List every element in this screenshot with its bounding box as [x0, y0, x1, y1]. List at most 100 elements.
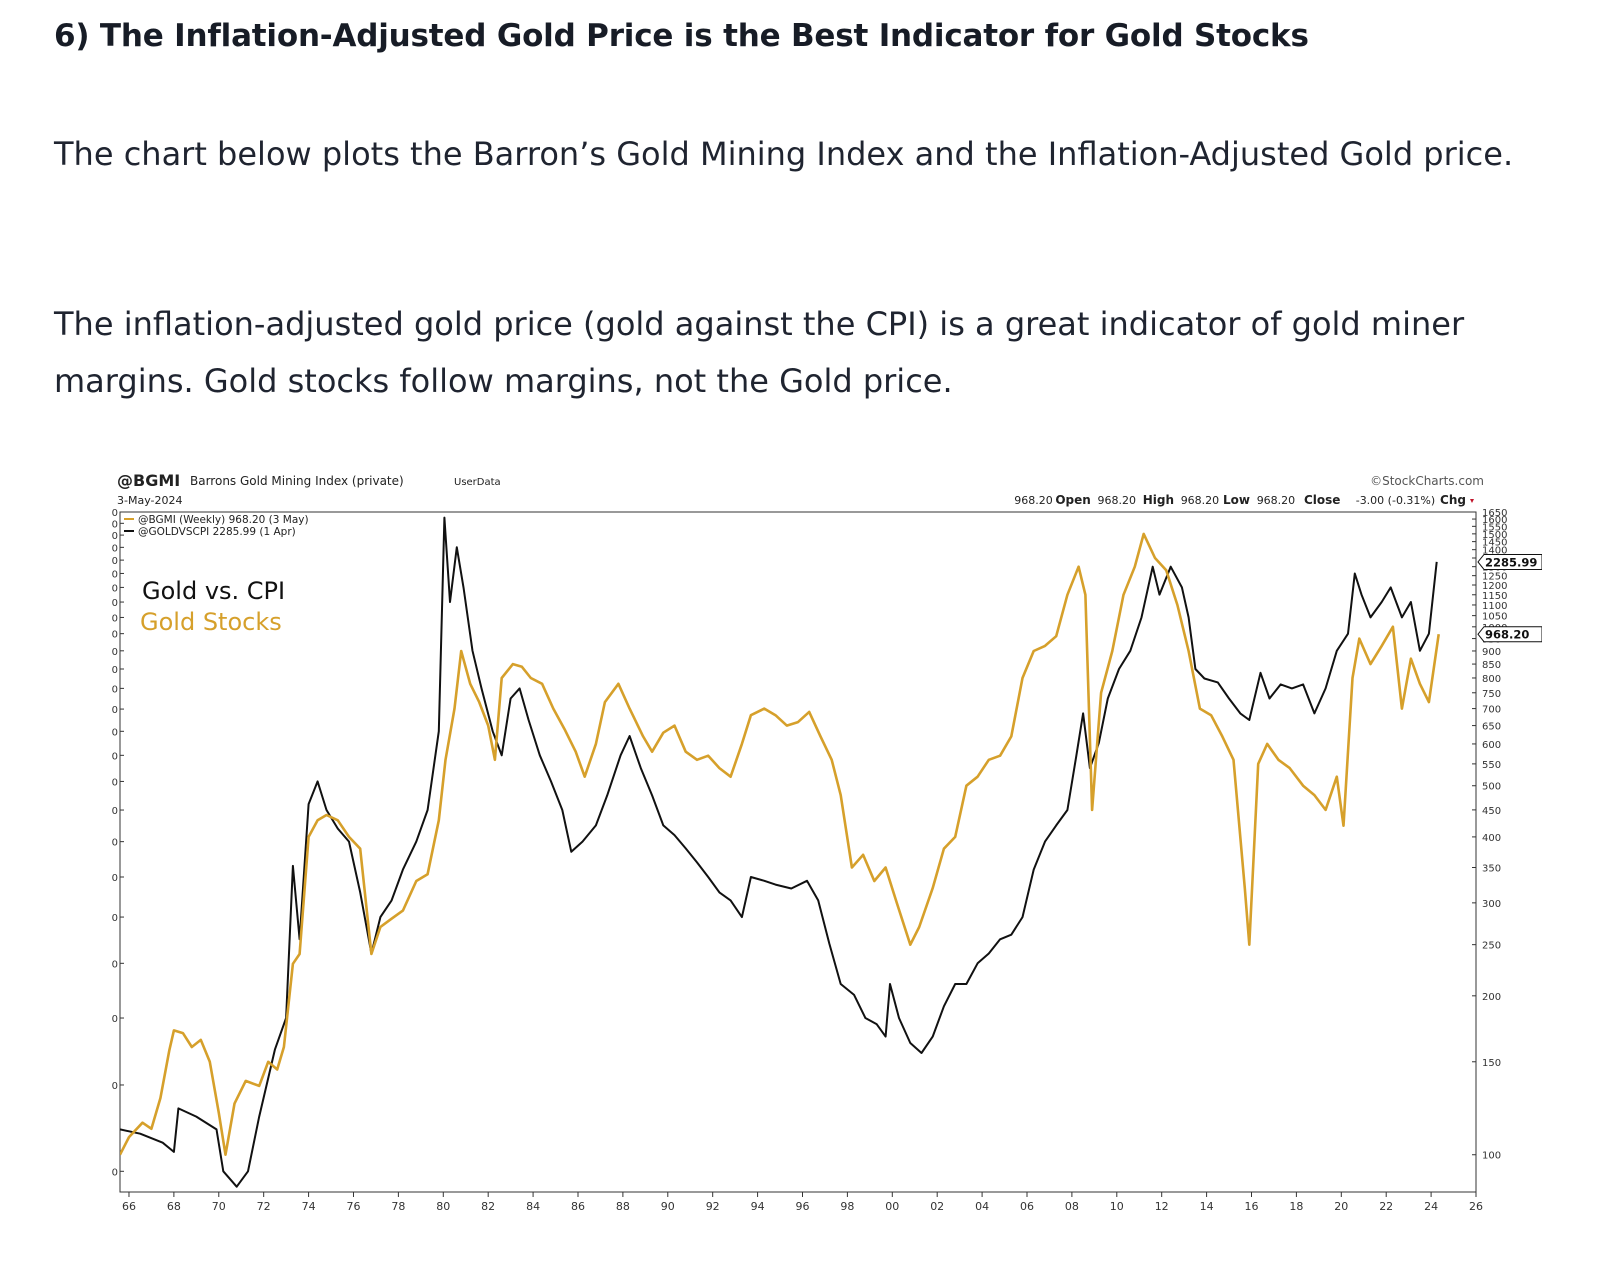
x-tick-label: 12: [1155, 1200, 1169, 1213]
right-tick-label: 850: [1482, 660, 1501, 671]
right-value-tag-goldvscpi-text: 2285.99: [1485, 555, 1537, 569]
x-tick-label: 96: [795, 1200, 809, 1213]
x-tick-label: 08: [1065, 1200, 1079, 1213]
left-tick-label: 700: [112, 913, 118, 924]
x-tick-label: 10: [1110, 1200, 1124, 1213]
legend-entry-0: @BGMI (Weekly) 968.20 (3 May): [138, 514, 309, 526]
annotation-gold-stocks: Gold Stocks: [140, 608, 282, 636]
quote-label-3: Close: [1304, 493, 1340, 507]
left-tick-label: 800: [112, 873, 118, 884]
x-tick-label: 82: [481, 1200, 495, 1213]
quote-label-1: High: [1143, 493, 1174, 507]
right-tick-label: 100: [1482, 1151, 1501, 1162]
series-line-goldvscpi: [120, 516, 1438, 1188]
x-tick-label: 04: [975, 1200, 989, 1213]
right-tick-label: 1500: [1482, 530, 1507, 541]
x-tick-label: 68: [167, 1200, 181, 1213]
x-tick-label: 98: [840, 1200, 854, 1213]
right-tick-label: 1250: [1482, 572, 1507, 583]
left-tick-label: 1900: [112, 613, 118, 624]
left-tick-label: 1200: [112, 751, 118, 762]
quote-value-4: -3.00 (-0.31%): [1356, 494, 1435, 507]
right-tick-label: 900: [1482, 647, 1501, 658]
right-value-tag-bgmi-box: [1477, 626, 1542, 643]
chart-image: @BGMI Barrons Gold Mining Index (private…: [112, 466, 1542, 1226]
right-tick-label: 1450: [1482, 538, 1507, 549]
right-tick-label: 1600: [1482, 515, 1507, 526]
x-tick-label: 22: [1379, 1200, 1393, 1213]
annotation-gold-vs-cpi: Gold vs. CPI: [142, 577, 285, 605]
left-tick-label: 1400: [112, 705, 118, 716]
right-tick-label: 600: [1482, 740, 1501, 751]
right-tick-label: 450: [1482, 806, 1501, 817]
left-tick-label: 2400: [112, 543, 118, 554]
left-tick-label: 2700: [112, 508, 118, 519]
quote-label-0: Open: [1055, 493, 1090, 507]
x-tick-label: 20: [1334, 1200, 1348, 1213]
chart-date: 3-May-2024: [117, 494, 182, 507]
right-tick-label: 1400: [1482, 546, 1507, 557]
right-tick-label: 250: [1482, 941, 1501, 952]
right-tick-label: 700: [1482, 705, 1501, 716]
left-tick-label: 2000: [112, 598, 118, 609]
x-tick-label: 18: [1289, 1200, 1303, 1213]
right-tick-label: 1150: [1482, 591, 1507, 602]
quote-label-2: Low: [1223, 493, 1250, 507]
left-tick-label: 2200: [112, 569, 118, 580]
series-line-bgmi: [120, 532, 1440, 1157]
x-tick-label: 88: [616, 1200, 630, 1213]
left-tick-label: 2300: [112, 556, 118, 567]
right-tick-label: 1650: [1482, 508, 1507, 519]
right-tick-label: 300: [1482, 899, 1501, 910]
x-tick-label: 66: [122, 1200, 136, 1213]
right-tick-label: 350: [1482, 864, 1501, 875]
down-arrow-icon: [1470, 499, 1474, 503]
left-tick-label: 500: [112, 1014, 118, 1025]
left-tick-label: 1500: [112, 684, 118, 695]
quote-value-1: 968.20: [1098, 494, 1137, 507]
right-tick-label: 1050: [1482, 612, 1507, 623]
left-tick-label: 2500: [112, 531, 118, 542]
x-tick-label: 16: [1244, 1200, 1258, 1213]
left-tick-label: 1600: [112, 665, 118, 676]
x-tick-label: 72: [257, 1200, 271, 1213]
right-tick-label: 400: [1482, 833, 1501, 844]
article-paragraph-2: The inflation-adjusted gold price (gold …: [54, 305, 1465, 400]
chart-watermark: ©StockCharts.com: [1370, 474, 1484, 488]
x-tick-label: 74: [302, 1200, 316, 1213]
x-tick-label: 78: [391, 1200, 405, 1213]
quote-value-0: 968.20: [1014, 494, 1053, 507]
x-tick-label: 06: [1020, 1200, 1034, 1213]
x-tick-label: 70: [212, 1200, 226, 1213]
plot-area: 66 68 70 72 74 76 78 80 82 84 86 88 90 92 94 96 98 00 02 04…: [112, 508, 1542, 1213]
chart-symbol-name: Barrons Gold Mining Index (private): [190, 474, 404, 488]
left-tick-label: 900: [112, 838, 118, 849]
right-value-tag-bgmi: 968.20: [1477, 626, 1542, 643]
right-tick-label: 1100: [1482, 601, 1507, 612]
chart-source-tag: UserData: [454, 477, 501, 488]
x-tick-label: 02: [930, 1200, 944, 1213]
left-tick-label: 400: [112, 1081, 118, 1092]
right-tick-label: 550: [1482, 760, 1501, 771]
x-tick-label: 80: [436, 1200, 450, 1213]
x-tick-label: 92: [706, 1200, 720, 1213]
left-tick-label: 1000: [112, 806, 118, 817]
right-tick-label: 1200: [1482, 581, 1507, 592]
right-value-tag-goldvscpi-box: [1477, 553, 1542, 570]
x-tick-label: 86: [571, 1200, 585, 1213]
article-heading: 6) The Inflation-Adjusted Gold Price is …: [54, 18, 1309, 54]
x-tick-label: 84: [526, 1200, 540, 1213]
x-tick-label: 00: [885, 1200, 899, 1213]
x-tick-label: 94: [751, 1200, 765, 1213]
quote-value-2: 968.20: [1181, 494, 1220, 507]
left-tick-label: 300: [112, 1167, 118, 1178]
right-value-tag-goldvscpi: 2285.99: [1477, 553, 1542, 570]
x-tick-label: 90: [661, 1200, 675, 1213]
x-tick-label: 24: [1424, 1200, 1438, 1213]
right-tick-label: 750: [1482, 689, 1501, 700]
left-tick-label: 1700: [112, 647, 118, 658]
left-tick-label: 600: [112, 959, 118, 970]
x-tick-label: 14: [1200, 1200, 1214, 1213]
